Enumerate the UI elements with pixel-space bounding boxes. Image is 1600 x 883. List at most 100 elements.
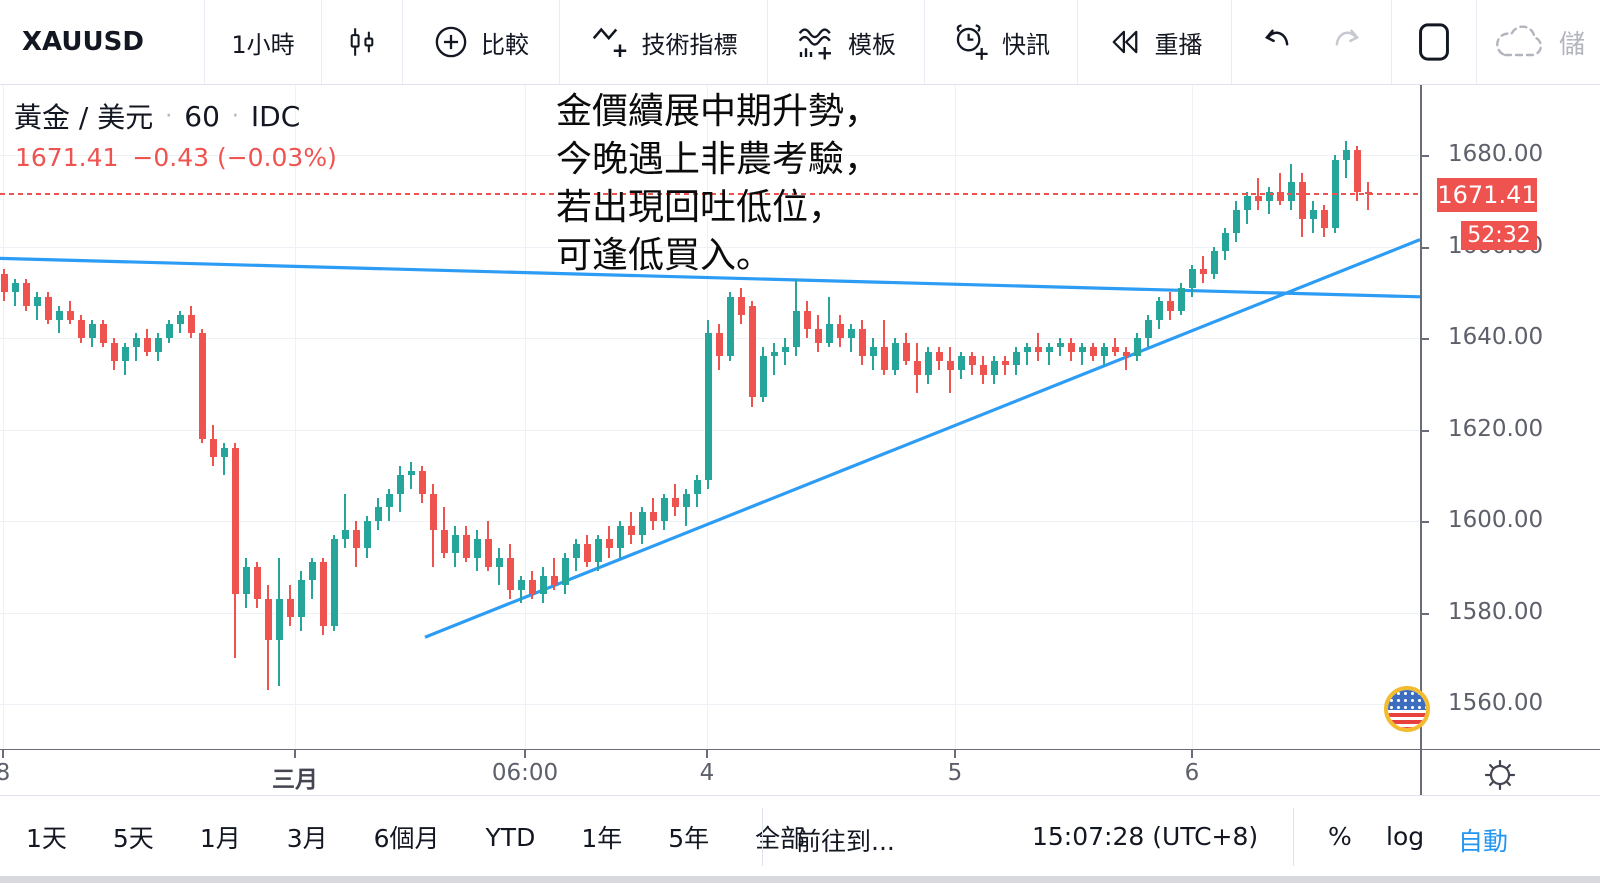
candle xyxy=(165,324,173,338)
log-scale-button[interactable]: log xyxy=(1386,822,1425,851)
range-button-全部[interactable]: 全部 xyxy=(755,824,806,853)
compare-button[interactable]: 比較 xyxy=(403,0,560,84)
price-axis-label: 1680.00 xyxy=(1448,141,1544,167)
candle xyxy=(88,324,96,338)
candle xyxy=(44,296,52,320)
interval-button[interactable]: 1小時 xyxy=(205,0,322,84)
fullscreen-button[interactable] xyxy=(1392,0,1477,84)
cloud-save-button[interactable]: 儲 xyxy=(1477,0,1600,84)
candle xyxy=(1298,182,1306,220)
candle xyxy=(1342,150,1350,160)
trendline-ascending-support[interactable] xyxy=(424,238,1420,639)
template-button[interactable]: 模板 xyxy=(768,0,925,84)
candle xyxy=(11,283,19,293)
range-button-YTD[interactable]: YTD xyxy=(485,822,536,852)
auto-scale-button[interactable]: 自動 xyxy=(1458,827,1509,856)
candle xyxy=(1144,319,1152,338)
top-toolbar: XAUUSD 1小時 比較 xyxy=(0,0,1600,85)
candle xyxy=(935,351,943,361)
candle-wick xyxy=(850,324,852,352)
candle xyxy=(286,598,294,618)
candle-wick xyxy=(135,333,137,361)
candle xyxy=(407,470,415,476)
candle xyxy=(814,328,822,343)
quote-row: 1671.41 −0.43 (−0.03%) xyxy=(15,143,337,172)
clock-timezone-button[interactable]: 15:07:28 (UTC+8) xyxy=(1032,822,1259,851)
time-axis-label: 4 xyxy=(699,760,715,786)
vertical-gridline xyxy=(3,85,4,749)
candle xyxy=(1309,209,1317,220)
candle xyxy=(957,356,965,371)
candle-wick xyxy=(1026,342,1028,366)
price-axis-label: 1580.00 xyxy=(1448,598,1544,625)
percent-scale-button[interactable]: % xyxy=(1328,822,1352,851)
candle xyxy=(0,273,8,293)
candle xyxy=(638,511,646,535)
candle xyxy=(1122,351,1130,357)
range-button-1月[interactable]: 1月 xyxy=(199,824,241,853)
candle-wick xyxy=(553,557,555,590)
candle-wick xyxy=(773,342,775,375)
candle xyxy=(1133,338,1141,357)
range-button-1年[interactable]: 1年 xyxy=(581,824,623,853)
time-axis[interactable]: 8 三月 06:00 4 5 6 xyxy=(0,749,1600,795)
candle xyxy=(891,342,899,370)
candle xyxy=(1232,209,1240,233)
candle xyxy=(1155,301,1163,320)
range-button-5天[interactable]: 5天 xyxy=(112,824,154,853)
candle-wick xyxy=(1059,338,1061,357)
candle xyxy=(792,310,800,348)
candle xyxy=(671,498,679,508)
chart-style-button[interactable] xyxy=(322,0,403,84)
candle xyxy=(1287,182,1295,201)
chart-plot[interactable] xyxy=(0,85,1420,749)
price-axis[interactable]: 1680.001660.001640.001620.001600.001580.… xyxy=(1421,85,1600,749)
candle xyxy=(110,342,118,361)
candle xyxy=(737,296,745,316)
horizontal-gridline xyxy=(0,155,1420,156)
annotation-line: 金價續展中期升勢， xyxy=(556,91,881,132)
candle xyxy=(1199,269,1207,274)
candle xyxy=(275,598,283,640)
candle xyxy=(1034,347,1042,352)
settings-gear-icon[interactable] xyxy=(1482,757,1518,797)
range-button-5年[interactable]: 5年 xyxy=(668,824,710,853)
alert-button[interactable]: 快訊 xyxy=(925,0,1078,84)
candle xyxy=(143,338,151,352)
candle-wick xyxy=(949,347,951,393)
candle-wick xyxy=(14,278,16,306)
candle xyxy=(330,539,338,627)
chart-legend[interactable]: 黃金 / 美元 · 60 · IDC xyxy=(14,96,300,136)
range-buttons: 1天 5天 1月 3月 6個月 YTD 1年 5年 全部 xyxy=(26,796,805,878)
candle xyxy=(561,557,569,586)
pair-interval: 60 xyxy=(184,99,220,133)
candle-wick xyxy=(828,296,830,348)
candle xyxy=(462,534,470,558)
candle-wick xyxy=(36,292,38,320)
redo-icon[interactable] xyxy=(1329,24,1365,60)
candle xyxy=(1320,209,1328,229)
candle-wick xyxy=(1279,173,1281,206)
current-price-badge: 1671.41 xyxy=(1437,178,1537,213)
candle xyxy=(154,338,162,352)
candle xyxy=(77,319,85,338)
range-button-1天[interactable]: 1天 xyxy=(26,824,67,853)
candle xyxy=(352,530,360,549)
replay-button[interactable]: 重播 xyxy=(1078,0,1232,84)
candle xyxy=(825,324,833,343)
symbol-button[interactable]: XAUUSD xyxy=(0,0,205,84)
candle xyxy=(264,598,272,640)
vertical-gridline xyxy=(295,85,296,749)
logo-flag-stars xyxy=(1388,690,1426,710)
indicators-button[interactable]: 技術指標 xyxy=(560,0,768,84)
candle xyxy=(385,493,393,508)
candle xyxy=(506,557,514,590)
goto-date-button[interactable]: 前往到... xyxy=(796,827,895,856)
candle xyxy=(176,315,184,325)
candle-wick xyxy=(344,493,346,549)
current-price-line xyxy=(0,193,1420,196)
range-button-3月[interactable]: 3月 xyxy=(286,824,328,853)
undo-icon[interactable] xyxy=(1259,24,1295,60)
range-button-6個月[interactable]: 6個月 xyxy=(373,824,440,853)
candle xyxy=(715,333,723,357)
